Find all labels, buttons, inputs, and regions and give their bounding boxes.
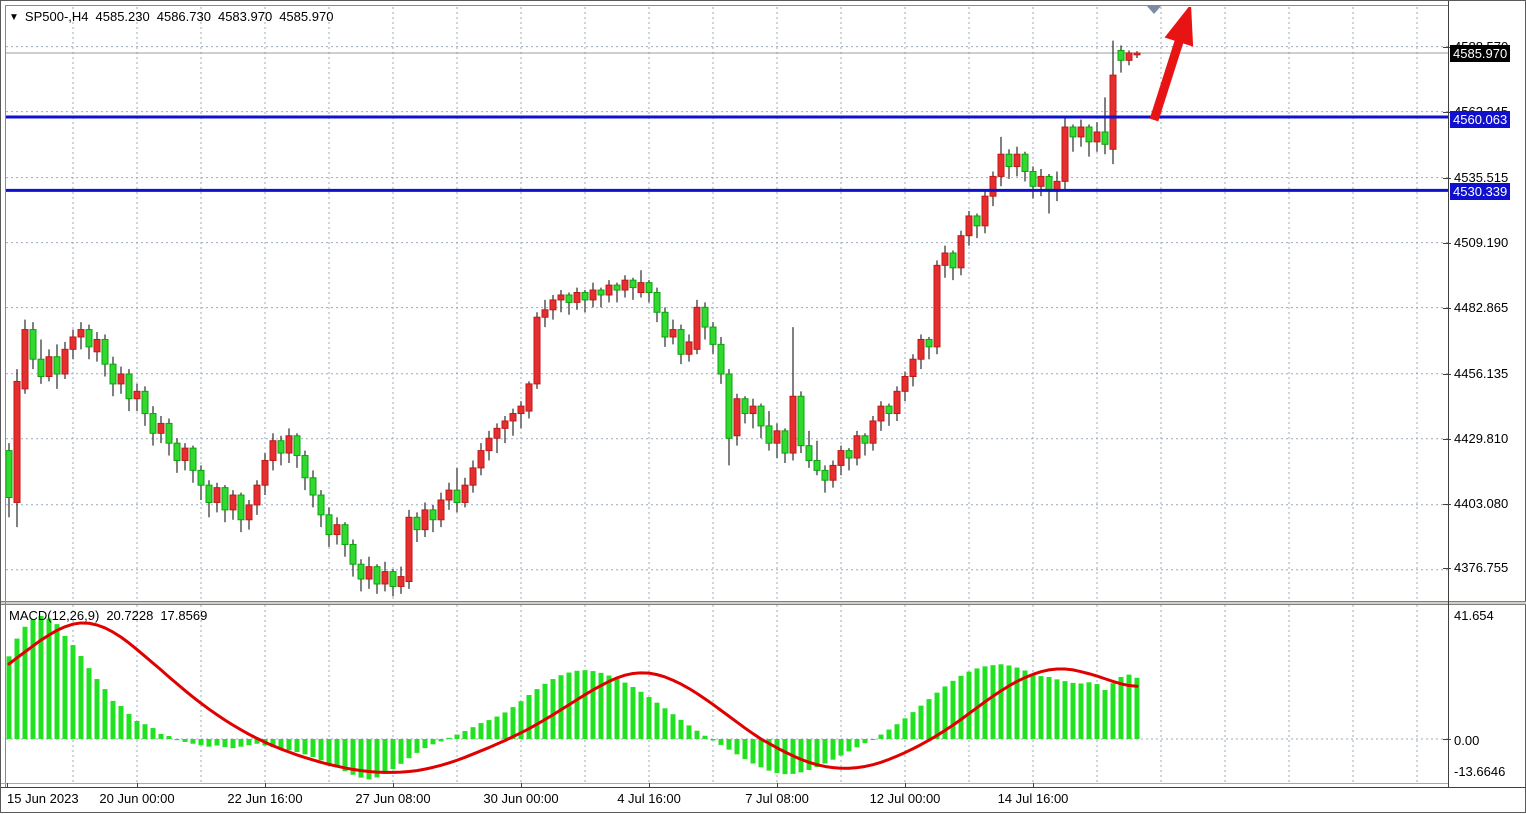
price-axis-label: 4376.755	[1454, 560, 1509, 575]
trend-arrow-annotation[interactable]	[1149, 4, 1194, 122]
bar-close-value: 4585.970	[279, 9, 334, 24]
price-axis-label: 4456.135	[1454, 366, 1509, 381]
price-axis-label: 4429.810	[1454, 431, 1509, 446]
indicator-name: MACD(12,26,9)	[9, 608, 100, 623]
time-axis-label: 22 Jun 16:00	[227, 791, 303, 806]
chart-title: ▼ SP500-,H4 4585.230 4586.730 4583.970 4585.9…	[9, 9, 333, 24]
price-panel[interactable]	[6, 40, 1448, 597]
price-axis[interactable]: 4588.5704562.2454535.5154509.1904482.865…	[1449, 1, 1526, 787]
indicator-label: MACD(12,26,9) 20.7228 17.8569	[9, 608, 207, 623]
horizontal-line-objects[interactable]	[6, 115, 1448, 192]
macd-axis-label: 41.654	[1454, 608, 1494, 623]
time-axis-label: 15 Jun 2023	[7, 791, 79, 806]
time-axis-label: 27 Jun 08:00	[355, 791, 431, 806]
indicator-macd-value: 20.7228	[106, 608, 154, 623]
macd-histogram	[6, 615, 1140, 780]
price-axis-label: 4509.190	[1454, 235, 1509, 250]
panel-chrome	[1, 1, 1526, 788]
macd-axis-label: 0.00	[1454, 733, 1480, 748]
price-axis-label: 4403.080	[1454, 496, 1509, 511]
object-anchor-marker-icon[interactable]	[1146, 5, 1162, 14]
symbol-dropdown-icon[interactable]: ▼	[9, 12, 19, 23]
time-axis-label: 7 Jul 08:00	[745, 791, 809, 806]
time-axis-label: 12 Jul 00:00	[869, 791, 941, 806]
current-price-badge: 4585.970	[1450, 45, 1511, 62]
time-axis-label: 4 Jul 16:00	[617, 791, 681, 806]
macd-axis-label: -13.6646	[1454, 764, 1506, 779]
macd-panel[interactable]	[6, 615, 1140, 780]
macd-signal-line	[7, 621, 1139, 774]
time-axis-label: 30 Jun 00:00	[483, 791, 559, 806]
price-axis-label: 4482.865	[1454, 300, 1509, 315]
symbol-period-label: SP500-,H4	[24, 9, 89, 24]
bar-low-value: 4583.970	[217, 9, 273, 24]
hline-price-badge-upper: 4560.063	[1450, 111, 1511, 128]
time-axis-label: 20 Jun 00:00	[99, 791, 175, 806]
price-axis-label: 4535.515	[1454, 170, 1509, 185]
time-axis[interactable]: 15 Jun 2023 20 Jun 00:00 22 Jun 16:00 27 Ju…	[1, 788, 1526, 812]
candlestick-series	[6, 40, 1141, 597]
time-axis-label: 14 Jul 16:00	[997, 791, 1069, 806]
bar-open-value: 4585.230	[95, 9, 150, 24]
indicator-signal-value: 17.8569	[160, 608, 208, 623]
hline-price-badge-lower: 4530.339	[1450, 183, 1511, 200]
bar-high-value: 4586.730	[156, 9, 211, 24]
